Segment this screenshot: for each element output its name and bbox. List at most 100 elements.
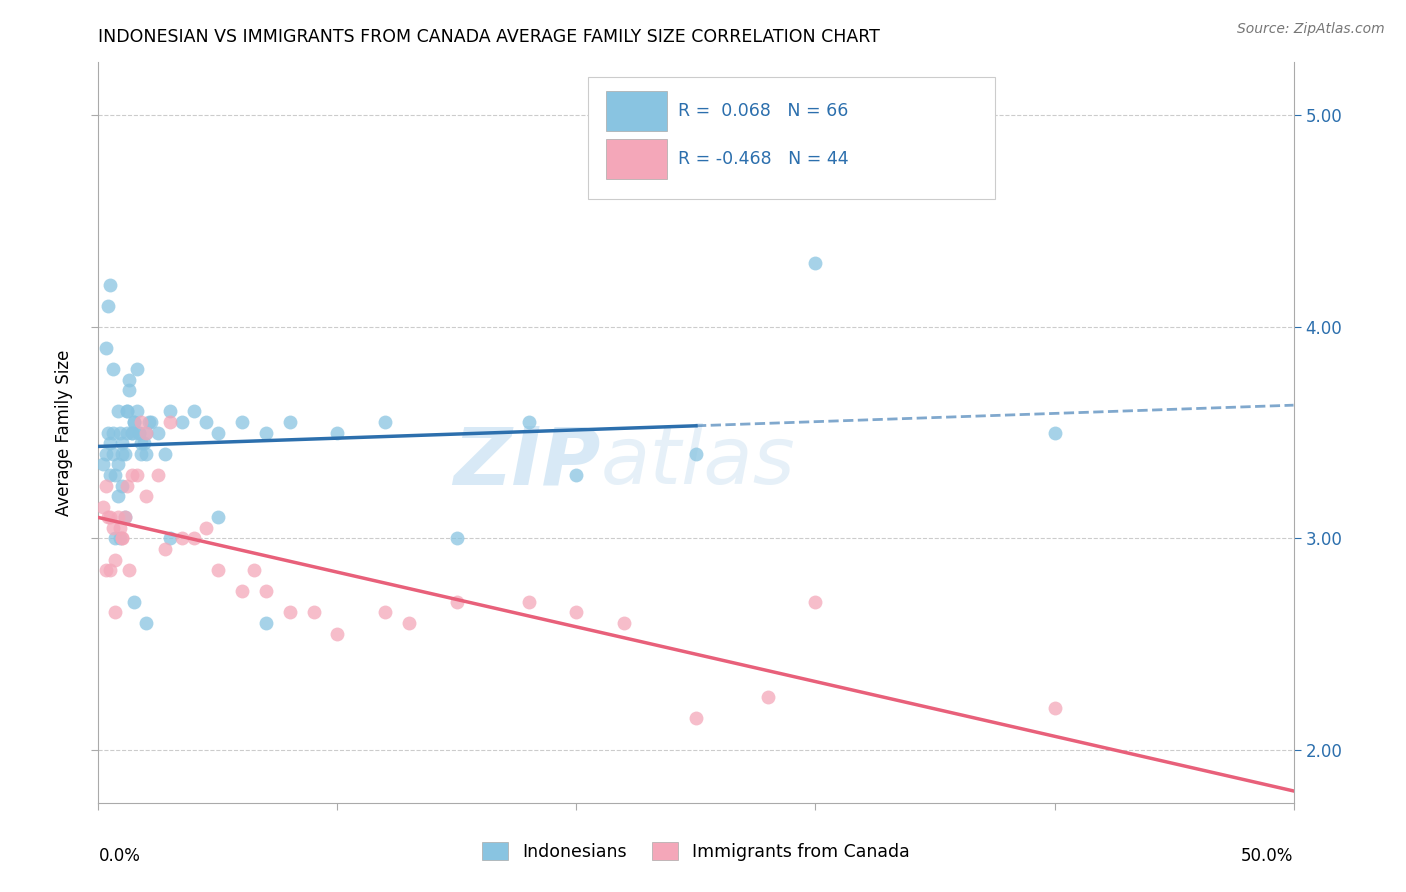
Point: [118, 384, 141, 398]
Point: [104, 552, 127, 566]
Point: [115, 404, 138, 418]
Point: [326, 425, 349, 440]
Text: 50.0%: 50.0%: [1241, 847, 1294, 865]
Point: [101, 362, 124, 376]
Point: [124, 415, 146, 429]
Legend: Indonesians, Immigrants from Canada: Indonesians, Immigrants from Canada: [475, 836, 917, 868]
Point: [135, 447, 157, 461]
Point: [128, 425, 150, 440]
Point: [685, 447, 707, 461]
Point: [195, 415, 218, 429]
Point: [98, 277, 122, 292]
Point: [231, 584, 253, 599]
Point: [125, 404, 148, 418]
Point: [183, 532, 205, 546]
Point: [107, 458, 129, 472]
Point: [97, 510, 120, 524]
Point: [302, 606, 325, 620]
Text: Source: ZipAtlas.com: Source: ZipAtlas.com: [1237, 22, 1385, 37]
Point: [254, 425, 277, 440]
Point: [115, 404, 138, 418]
Point: [121, 425, 143, 440]
Point: [124, 415, 146, 429]
Point: [565, 606, 588, 620]
Text: atlas: atlas: [600, 423, 796, 501]
Point: [124, 595, 146, 609]
Point: [155, 541, 177, 556]
Text: R = -0.468   N = 44: R = -0.468 N = 44: [678, 150, 849, 168]
Point: [207, 510, 229, 524]
Point: [98, 563, 122, 577]
Point: [97, 425, 120, 440]
Point: [613, 615, 636, 630]
Point: [132, 436, 155, 450]
Point: [104, 467, 127, 482]
Point: [231, 415, 253, 429]
Point: [517, 595, 540, 609]
Point: [756, 690, 779, 704]
Point: [243, 563, 266, 577]
Point: [94, 478, 117, 492]
Point: [114, 447, 136, 461]
Point: [804, 595, 827, 609]
Point: [91, 458, 114, 472]
Point: [446, 595, 468, 609]
Text: 0.0%: 0.0%: [98, 847, 141, 865]
Point: [111, 478, 134, 492]
Point: [138, 415, 160, 429]
Text: ZIP: ZIP: [453, 423, 600, 501]
Point: [159, 415, 181, 429]
FancyBboxPatch shape: [606, 91, 668, 131]
Point: [195, 521, 218, 535]
Point: [114, 510, 136, 524]
Point: [98, 436, 122, 450]
Point: [111, 532, 134, 546]
Point: [125, 467, 148, 482]
Point: [94, 341, 117, 355]
Point: [94, 563, 117, 577]
Point: [91, 500, 114, 514]
Point: [254, 584, 277, 599]
Point: [326, 626, 349, 640]
Point: [135, 425, 157, 440]
Point: [111, 447, 134, 461]
Point: [111, 532, 134, 546]
Point: [121, 467, 143, 482]
Point: [118, 563, 141, 577]
Point: [135, 425, 157, 440]
Point: [254, 615, 277, 630]
Point: [101, 521, 124, 535]
Point: [108, 521, 131, 535]
Point: [374, 606, 396, 620]
Point: [131, 447, 153, 461]
Point: [172, 415, 194, 429]
Point: [183, 404, 205, 418]
Point: [148, 425, 170, 440]
Point: [207, 425, 229, 440]
Point: [104, 606, 127, 620]
Text: R =  0.068   N = 66: R = 0.068 N = 66: [678, 102, 848, 120]
Point: [98, 467, 122, 482]
Point: [1043, 425, 1066, 440]
Text: INDONESIAN VS IMMIGRANTS FROM CANADA AVERAGE FAMILY SIZE CORRELATION CHART: INDONESIAN VS IMMIGRANTS FROM CANADA AVE…: [98, 28, 880, 45]
Point: [97, 299, 120, 313]
Point: [565, 467, 588, 482]
Point: [115, 478, 138, 492]
Point: [101, 425, 124, 440]
Point: [107, 404, 129, 418]
Point: [148, 467, 170, 482]
FancyBboxPatch shape: [606, 139, 668, 179]
Point: [685, 711, 707, 725]
Point: [131, 436, 153, 450]
FancyBboxPatch shape: [589, 78, 995, 200]
Point: [278, 415, 301, 429]
Point: [107, 510, 129, 524]
Point: [131, 415, 153, 429]
Point: [159, 404, 181, 418]
Point: [111, 436, 134, 450]
Point: [398, 615, 420, 630]
Point: [155, 447, 177, 461]
Point: [98, 510, 122, 524]
Point: [159, 532, 181, 546]
Point: [108, 425, 131, 440]
